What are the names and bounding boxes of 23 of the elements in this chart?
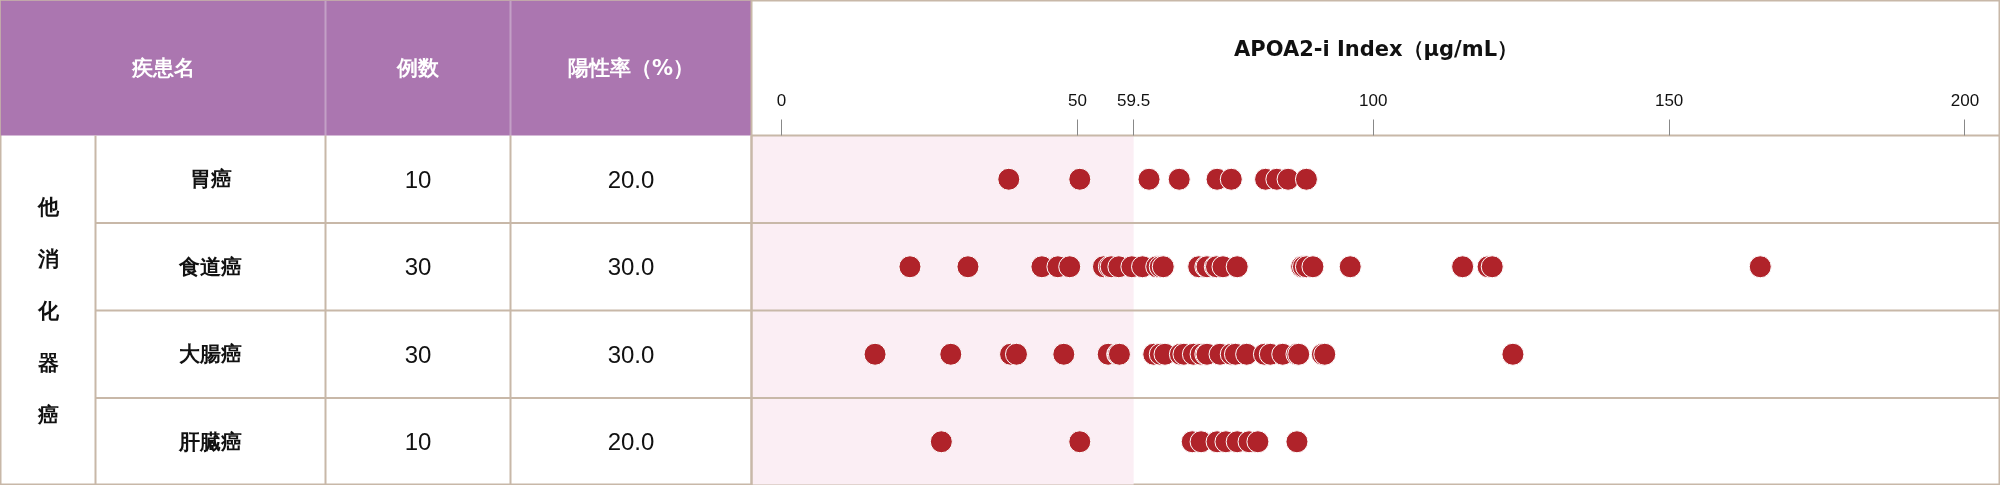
y-tick-label: 食道癌	[178, 254, 242, 279]
annotation: 30.0	[607, 340, 655, 368]
annotation: 20.0	[607, 165, 655, 193]
text: 疾患名	[130, 56, 195, 80]
x-tick-label: 100	[1359, 90, 1388, 110]
annotation: 10	[404, 428, 432, 456]
x-tick-label: 150	[1654, 90, 1684, 110]
x-tick-label: 200	[1950, 90, 1980, 110]
annotation: 10	[404, 165, 432, 193]
x-tick-label: 0	[776, 90, 787, 110]
y-tick-label: 胃癌	[189, 167, 232, 192]
x-tick-label: 59.5	[1117, 90, 1151, 110]
annotation: 30	[404, 340, 432, 368]
chart-title: APOA2-i Index（μg/mL）	[1233, 36, 1519, 61]
y-tick-label: 肝臓癌	[178, 429, 242, 454]
x-tick-label: 50	[1067, 90, 1087, 110]
y-tick-label: 大腸癌	[179, 342, 242, 367]
annotation: 30.0	[607, 253, 655, 281]
annotation: 30	[404, 253, 432, 281]
annotation: 20.0	[607, 428, 655, 456]
text: 陽性率（%）	[567, 56, 695, 80]
text: 他消化器癌	[37, 194, 59, 427]
text: 例数	[396, 56, 440, 80]
